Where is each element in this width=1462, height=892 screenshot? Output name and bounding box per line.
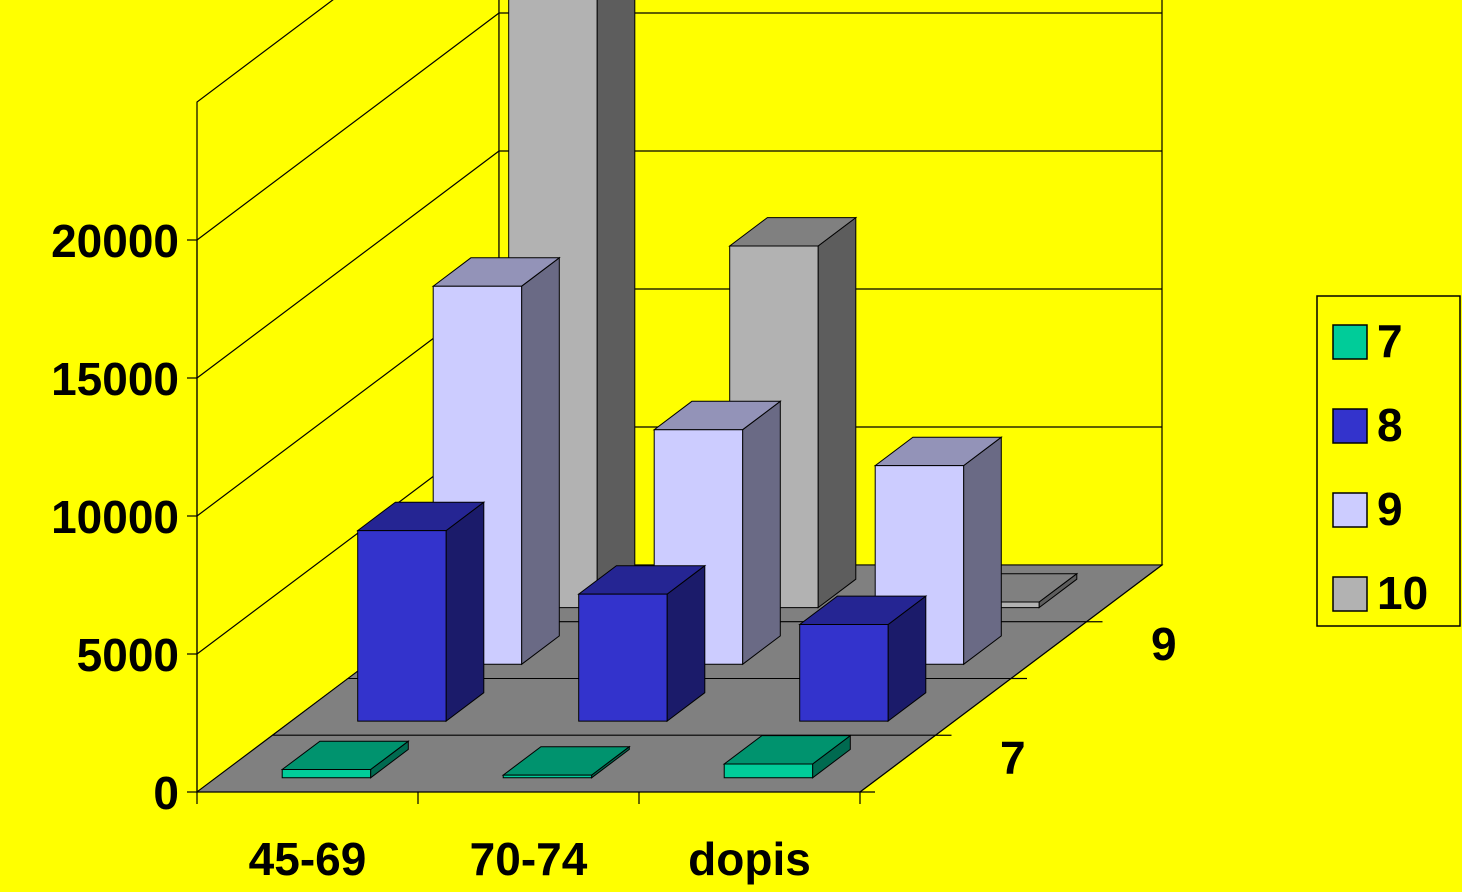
bar-8-7074 — [577, 564, 707, 723]
bar-7-dopis — [722, 734, 852, 779]
y-tick-label: 0 — [153, 767, 179, 819]
bar-8-4569 — [356, 501, 486, 723]
depth-tick-label: 9 — [1151, 618, 1177, 670]
bar-8-dopis — [798, 595, 928, 723]
bars — [280, 0, 1079, 779]
y-tick-label: 15000 — [51, 353, 179, 405]
y-tick-label: 20000 — [51, 215, 179, 267]
gridline — [196, 150, 1162, 379]
depth-tick-label: 7 — [1000, 732, 1026, 784]
legend-swatch — [1332, 408, 1368, 444]
legend-item: 7 — [1332, 315, 1403, 367]
legend-label: 8 — [1377, 399, 1403, 451]
x-tick-label: dopis — [688, 833, 811, 885]
legend-item: 9 — [1332, 483, 1403, 535]
legend-swatch — [1332, 492, 1368, 528]
x-tick-label: 70-74 — [470, 833, 588, 885]
bar-7-4569 — [280, 740, 410, 779]
legend-label: 7 — [1377, 315, 1403, 367]
legend-swatch — [1332, 576, 1368, 612]
legend: 7 8 9 10 — [1316, 295, 1461, 627]
y-tick-label: 5000 — [77, 629, 179, 681]
legend-item: 8 — [1332, 399, 1403, 451]
legend-item: 10 — [1332, 567, 1428, 619]
legend-label: 9 — [1377, 483, 1403, 535]
bar-7-7074 — [501, 745, 631, 779]
legend-label: 10 — [1377, 567, 1428, 619]
axes: 0 5000 10000 15000 20000 45-69 70-74 dopis 7 9 — [51, 215, 1176, 885]
y-tick-label: 10000 — [51, 491, 179, 543]
gridline — [196, 12, 1162, 241]
legend-swatch — [1332, 324, 1368, 360]
x-tick-label: 45-69 — [249, 833, 367, 885]
